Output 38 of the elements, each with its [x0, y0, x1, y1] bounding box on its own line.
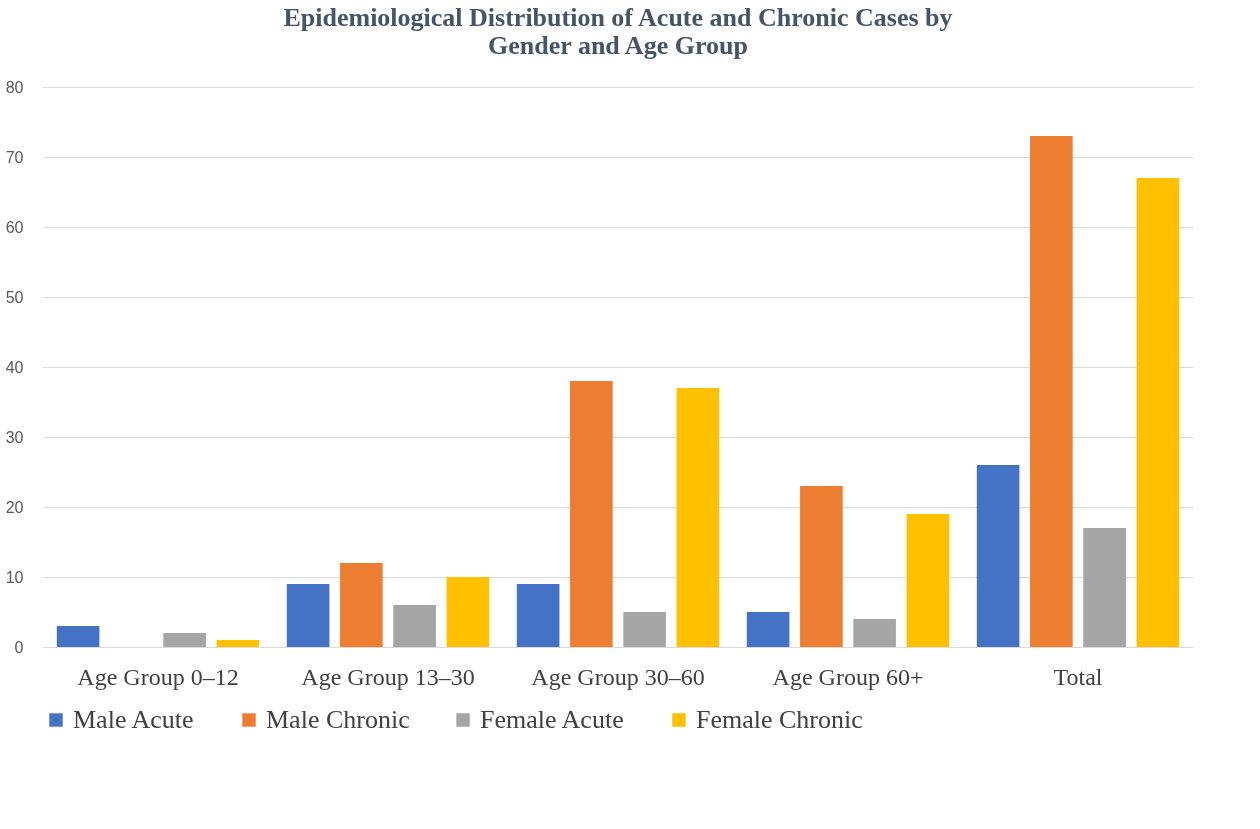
y-tick-label: 80: [5, 78, 24, 96]
bar: [1083, 528, 1126, 647]
bar: [853, 619, 896, 647]
y-tick-label: 60: [5, 218, 24, 236]
bar: [516, 584, 560, 647]
y-tick-label: 40: [5, 358, 24, 376]
bar: [340, 563, 383, 647]
x-tick-label: Age Group 60+: [772, 663, 924, 690]
bar: [1136, 178, 1180, 647]
bar: [746, 612, 790, 647]
bar: [1030, 136, 1073, 647]
y-tick-label: 30: [5, 428, 24, 446]
bar: [676, 388, 720, 647]
bar: [56, 626, 100, 647]
bar: [906, 514, 950, 647]
legend-label: Male Acute: [73, 705, 194, 734]
bar: [976, 465, 1020, 647]
y-tick-label: 10: [5, 568, 24, 586]
y-tick-label: 70: [5, 148, 24, 166]
legend-label: Female Acute: [480, 705, 624, 734]
bar: [446, 577, 490, 647]
bar: [800, 486, 843, 647]
bar: [623, 612, 666, 647]
bar: [393, 605, 436, 647]
x-tick-label: Age Group 30–60: [531, 663, 705, 690]
x-tick-label: Age Group 13–30: [301, 663, 475, 690]
x-tick-label: Age Group 0–12: [77, 663, 239, 690]
bar: [286, 584, 330, 647]
y-tick-label: 0: [14, 638, 24, 656]
y-tick-label: 50: [5, 288, 24, 306]
legend-label: Female Chronic: [696, 705, 863, 734]
legend-label: Male Chronic: [266, 705, 410, 734]
bar: [570, 381, 613, 647]
bar: [163, 633, 206, 647]
chart-title: Epidemiological Distribution of Acute and Chronic Cases by Gender and Age Group: [283, 3, 953, 60]
y-tick-label: 20: [5, 498, 24, 516]
bar: [216, 640, 260, 647]
x-tick-label: Total: [1053, 663, 1103, 690]
